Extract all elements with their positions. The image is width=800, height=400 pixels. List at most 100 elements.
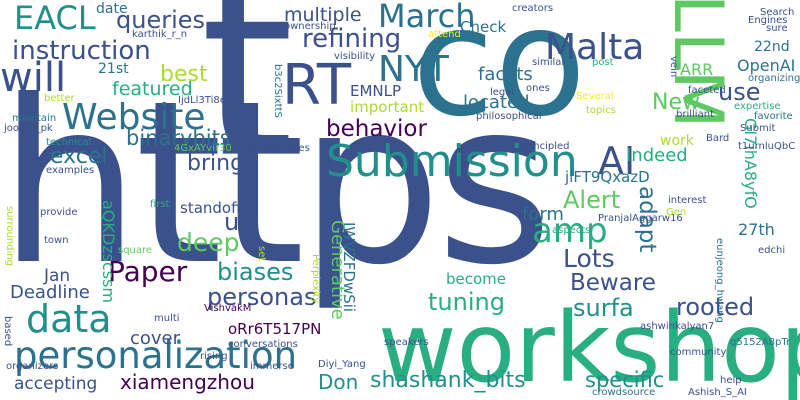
word-PranjalAggarw16: PranjalAggarw16 — [598, 213, 683, 224]
word-technical: technical — [46, 137, 92, 148]
word-community: community — [670, 347, 727, 358]
word-multi: multi — [154, 313, 180, 324]
word-IjdLl3Ti8e: IjdLl3Ti8e — [178, 95, 226, 106]
word-ashwinkalyan7: ashwinkalyan7 — [640, 321, 715, 332]
word-xiamengzhou: xiamengzhou — [120, 370, 255, 394]
word-standoff: standoff — [180, 199, 242, 217]
word-q5152A8pTr: q5152A8pTr — [730, 337, 791, 348]
word-Jan: Jan — [44, 266, 71, 286]
word-refining: refining — [302, 24, 402, 54]
word-conversations: conversations — [228, 339, 298, 350]
word-Perplexity: Perplexity — [310, 254, 321, 304]
word-LLM: LLM — [658, 0, 737, 129]
word-us: us — [224, 208, 252, 236]
word-VishvakM: VishvakM — [204, 303, 252, 314]
word-maintain: maintain — [12, 113, 57, 124]
word-philosophical: philosophical — [476, 111, 542, 122]
word-favorite: favorite — [754, 111, 793, 122]
word-21st: 21st — [98, 61, 129, 77]
word-become: become — [446, 270, 507, 288]
word-immerse: immerse — [250, 361, 294, 372]
word-legal: legal — [490, 87, 515, 98]
word-karthik_r_n: karthik_r_n — [132, 29, 188, 40]
word-workshop: workshop — [378, 292, 800, 400]
word-specific: specific — [585, 368, 665, 392]
word-t: t — [200, 0, 295, 210]
word-Don: Don — [318, 370, 359, 394]
word-Malta: Malta — [545, 27, 645, 68]
word-brilliant: brilliant — [676, 109, 714, 120]
word-edchi: edchi — [758, 245, 786, 256]
word-aspects: aspects — [552, 225, 591, 236]
word-personas: personas — [207, 283, 317, 311]
word-Paper: Paper — [108, 255, 188, 288]
word-b3c2SixttS: b3c2SixttS — [272, 64, 283, 118]
word-surrounding: surrounding — [4, 206, 15, 266]
word-attend: attend — [428, 29, 461, 40]
word-set: set — [256, 246, 267, 262]
word-deep: deep — [177, 228, 240, 257]
word-bring: bring — [187, 151, 245, 176]
word-ARR: ARR — [680, 60, 714, 79]
word-data: data — [26, 297, 112, 341]
word-ownership: ownership — [284, 21, 336, 32]
word-interest: interest — [668, 195, 707, 206]
word-based: based — [2, 316, 13, 347]
word-expertise: expertise — [734, 101, 781, 112]
word-NYT: NYT — [378, 49, 449, 90]
word-27th: 27th — [738, 220, 775, 239]
word-sure: sure — [766, 23, 788, 34]
word-organizers: organizers — [6, 361, 59, 372]
word-queries: queries — [116, 6, 206, 34]
word-eunjeong_hwang: eunjeong_hwang — [714, 238, 725, 323]
word-Deadline: Deadline — [10, 282, 90, 303]
word-post: post — [592, 57, 614, 68]
word-located: located — [463, 92, 530, 113]
word-Several: Several — [576, 91, 614, 102]
word-aQKDzscssm: aQKDzscssm — [99, 200, 118, 303]
word-co: co — [412, 0, 587, 150]
word-EACL: EACL — [14, 0, 96, 37]
word-cover: cover — [130, 328, 181, 349]
word-ones: ones — [526, 83, 550, 94]
word-featured: featured — [112, 78, 193, 100]
word-form: form — [522, 204, 564, 225]
word-Bard: Bard — [706, 133, 730, 144]
word-will: will — [0, 55, 67, 101]
word-Search: Search — [760, 7, 795, 18]
word-OpenAI: OpenAI — [737, 56, 796, 75]
word-similar: similar — [532, 57, 566, 68]
word-oRr6T517PN: oRr6T517PN — [228, 320, 322, 338]
word-Indeed: Indeed — [626, 145, 688, 166]
word-Generative: Generative — [327, 220, 348, 320]
word-https: https — [0, 53, 553, 315]
word-tuning: tuning — [428, 288, 505, 316]
word-Alert: Alert — [563, 186, 621, 214]
word-Gen: Gen — [666, 207, 687, 218]
word-behavior: behavior — [326, 116, 427, 142]
word-perspectives: perspectives — [246, 143, 310, 154]
word-square: square — [118, 245, 153, 256]
word-date: date — [96, 1, 128, 17]
word-principled: principled — [520, 141, 570, 152]
word-surfa: surfa — [573, 294, 634, 322]
word-Check: Check — [460, 18, 507, 36]
word-better: better — [44, 93, 75, 104]
word-instruction: instruction — [12, 36, 151, 66]
word-personalization: personalization — [14, 334, 298, 377]
word-facets: facets — [478, 64, 533, 85]
word-work: work — [660, 133, 694, 149]
word-AI: AI — [598, 139, 636, 183]
word-speakers: speakers — [384, 337, 429, 348]
word-RT: RT — [282, 53, 352, 118]
word-Submit: Submit — [740, 123, 776, 134]
word-joon_s_pk: joon_s_pk — [4, 123, 53, 134]
word-New: New — [652, 90, 700, 115]
word-first: first — [150, 199, 170, 210]
word-jlFT9QxazD: jlFT9QxazD — [565, 168, 650, 186]
word-Ashish_S_AI: Ashish_S_AI — [688, 387, 747, 398]
word-accepting: accepting — [14, 374, 98, 394]
word-binarybits: binarybits — [126, 126, 231, 150]
word-adapt: adapt — [634, 186, 660, 253]
